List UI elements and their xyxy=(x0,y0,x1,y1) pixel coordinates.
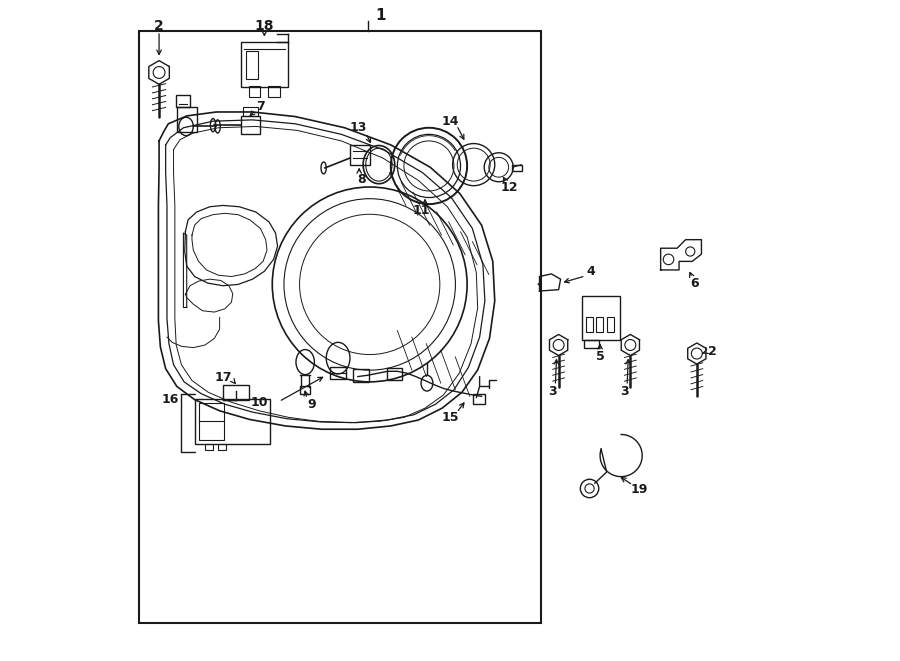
Text: 13: 13 xyxy=(349,121,366,134)
Text: 17: 17 xyxy=(215,371,232,385)
Bar xyxy=(243,106,257,116)
Bar xyxy=(194,399,270,444)
Text: 7: 7 xyxy=(256,100,265,113)
Bar xyxy=(140,31,541,623)
Bar xyxy=(581,295,620,340)
Bar xyxy=(240,116,260,134)
Bar xyxy=(223,385,249,400)
Bar xyxy=(586,317,593,332)
Bar xyxy=(268,87,280,97)
Bar xyxy=(584,340,598,348)
Text: 4: 4 xyxy=(587,265,595,278)
Bar xyxy=(330,368,346,379)
Text: 5: 5 xyxy=(596,350,605,364)
Text: 3: 3 xyxy=(548,385,556,397)
Bar xyxy=(246,52,257,79)
Bar xyxy=(596,317,603,332)
Text: 16: 16 xyxy=(162,393,179,406)
Bar xyxy=(176,106,196,132)
Bar xyxy=(473,395,485,405)
Bar xyxy=(353,369,369,382)
Text: 12: 12 xyxy=(500,180,518,194)
Text: 2: 2 xyxy=(708,345,716,358)
Text: 2: 2 xyxy=(154,19,164,33)
Bar xyxy=(350,145,370,165)
Text: 15: 15 xyxy=(441,411,459,424)
Bar xyxy=(248,87,260,97)
Bar xyxy=(388,368,402,380)
Text: 3: 3 xyxy=(620,385,629,397)
Bar xyxy=(240,42,288,87)
Bar xyxy=(205,444,213,450)
Text: 14: 14 xyxy=(441,115,459,128)
Bar xyxy=(300,387,310,394)
Text: 1: 1 xyxy=(375,9,386,23)
Bar xyxy=(176,95,190,106)
Bar xyxy=(512,165,522,171)
Text: 11: 11 xyxy=(412,204,430,217)
Text: 8: 8 xyxy=(356,173,365,186)
Text: 10: 10 xyxy=(250,397,268,409)
Bar xyxy=(199,403,223,440)
Text: 19: 19 xyxy=(631,483,648,496)
Text: 18: 18 xyxy=(255,19,274,33)
Bar xyxy=(219,444,226,450)
Text: 9: 9 xyxy=(308,398,316,410)
Bar xyxy=(607,317,614,332)
Text: 6: 6 xyxy=(690,276,699,290)
